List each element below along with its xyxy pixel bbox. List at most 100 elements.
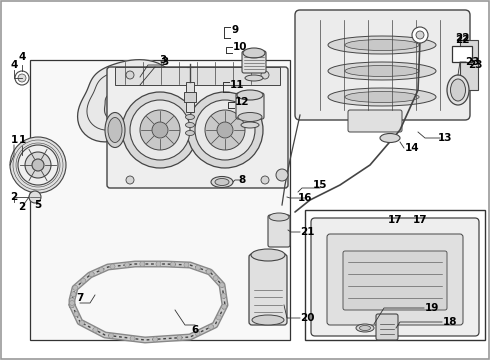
Ellipse shape bbox=[238, 112, 262, 122]
Bar bbox=[115, 67, 280, 85]
Ellipse shape bbox=[186, 114, 195, 120]
Circle shape bbox=[126, 71, 134, 79]
Text: 2: 2 bbox=[10, 192, 18, 202]
Text: 6: 6 bbox=[192, 325, 198, 335]
Ellipse shape bbox=[345, 91, 419, 103]
FancyBboxPatch shape bbox=[236, 93, 264, 119]
FancyBboxPatch shape bbox=[242, 51, 266, 73]
Text: 20: 20 bbox=[300, 313, 314, 323]
Text: 10: 10 bbox=[233, 42, 247, 52]
Circle shape bbox=[177, 335, 182, 340]
Circle shape bbox=[152, 122, 168, 138]
Circle shape bbox=[93, 328, 98, 333]
Text: 11: 11 bbox=[230, 80, 244, 90]
Ellipse shape bbox=[252, 315, 284, 325]
Polygon shape bbox=[77, 60, 176, 142]
Ellipse shape bbox=[186, 131, 195, 135]
Circle shape bbox=[205, 110, 245, 150]
Ellipse shape bbox=[356, 324, 374, 332]
Ellipse shape bbox=[328, 88, 436, 106]
Bar bbox=[186, 82, 194, 112]
Ellipse shape bbox=[241, 122, 259, 128]
Circle shape bbox=[416, 31, 424, 39]
Circle shape bbox=[156, 261, 161, 266]
Text: 5: 5 bbox=[34, 200, 42, 210]
Circle shape bbox=[130, 100, 190, 160]
Ellipse shape bbox=[447, 75, 469, 105]
Bar bbox=[184, 92, 196, 102]
FancyBboxPatch shape bbox=[343, 251, 447, 310]
Text: 1: 1 bbox=[10, 135, 18, 145]
Circle shape bbox=[110, 264, 115, 269]
Circle shape bbox=[79, 320, 84, 325]
Circle shape bbox=[153, 337, 158, 342]
Circle shape bbox=[184, 262, 189, 267]
Circle shape bbox=[221, 293, 226, 298]
Bar bbox=[452, 46, 472, 62]
Text: 19: 19 bbox=[425, 303, 439, 313]
Circle shape bbox=[213, 276, 218, 280]
Circle shape bbox=[70, 298, 74, 303]
Text: 8: 8 bbox=[238, 175, 245, 185]
Ellipse shape bbox=[450, 79, 465, 101]
Circle shape bbox=[74, 312, 79, 317]
Circle shape bbox=[109, 333, 114, 338]
Circle shape bbox=[216, 315, 221, 320]
Text: 21: 21 bbox=[300, 227, 314, 237]
Circle shape bbox=[206, 269, 211, 274]
Bar bbox=[305, 210, 485, 340]
FancyBboxPatch shape bbox=[327, 234, 463, 325]
Circle shape bbox=[70, 302, 74, 307]
Text: 14: 14 bbox=[405, 143, 419, 153]
Text: 2: 2 bbox=[19, 202, 25, 212]
Polygon shape bbox=[104, 89, 135, 120]
Circle shape bbox=[71, 292, 76, 297]
Circle shape bbox=[220, 283, 224, 288]
Ellipse shape bbox=[328, 62, 436, 80]
Circle shape bbox=[140, 261, 145, 266]
Circle shape bbox=[81, 278, 86, 283]
Text: 15: 15 bbox=[313, 180, 327, 190]
Ellipse shape bbox=[360, 325, 370, 330]
Circle shape bbox=[18, 74, 26, 82]
Circle shape bbox=[412, 27, 428, 43]
Circle shape bbox=[130, 336, 135, 341]
Circle shape bbox=[276, 169, 288, 181]
Text: 17: 17 bbox=[388, 215, 402, 225]
Circle shape bbox=[122, 92, 198, 168]
FancyBboxPatch shape bbox=[348, 110, 402, 132]
Circle shape bbox=[140, 110, 180, 150]
Ellipse shape bbox=[211, 176, 233, 188]
Circle shape bbox=[15, 71, 29, 85]
Circle shape bbox=[261, 71, 269, 79]
Circle shape bbox=[70, 301, 74, 306]
FancyBboxPatch shape bbox=[107, 67, 288, 188]
Bar bbox=[30, 60, 290, 340]
Circle shape bbox=[221, 304, 227, 309]
Text: 4: 4 bbox=[18, 52, 25, 62]
Ellipse shape bbox=[328, 36, 436, 54]
Circle shape bbox=[99, 267, 104, 273]
Ellipse shape bbox=[243, 48, 265, 58]
Text: 3: 3 bbox=[159, 55, 167, 65]
Text: 3: 3 bbox=[161, 57, 169, 67]
Circle shape bbox=[29, 191, 41, 203]
Text: 23: 23 bbox=[465, 57, 479, 67]
Ellipse shape bbox=[345, 66, 419, 77]
Circle shape bbox=[187, 92, 263, 168]
Ellipse shape bbox=[186, 122, 195, 127]
Circle shape bbox=[195, 100, 255, 160]
Text: 17: 17 bbox=[413, 215, 427, 225]
Circle shape bbox=[89, 272, 94, 277]
Text: 13: 13 bbox=[438, 133, 452, 143]
Circle shape bbox=[32, 159, 44, 171]
Circle shape bbox=[217, 122, 233, 138]
Text: 16: 16 bbox=[298, 193, 312, 203]
Circle shape bbox=[195, 331, 200, 336]
Text: 12: 12 bbox=[235, 97, 249, 107]
FancyBboxPatch shape bbox=[268, 215, 290, 247]
Text: 1: 1 bbox=[19, 135, 25, 145]
Circle shape bbox=[171, 262, 175, 267]
Ellipse shape bbox=[380, 134, 400, 143]
Text: 23: 23 bbox=[468, 60, 482, 70]
